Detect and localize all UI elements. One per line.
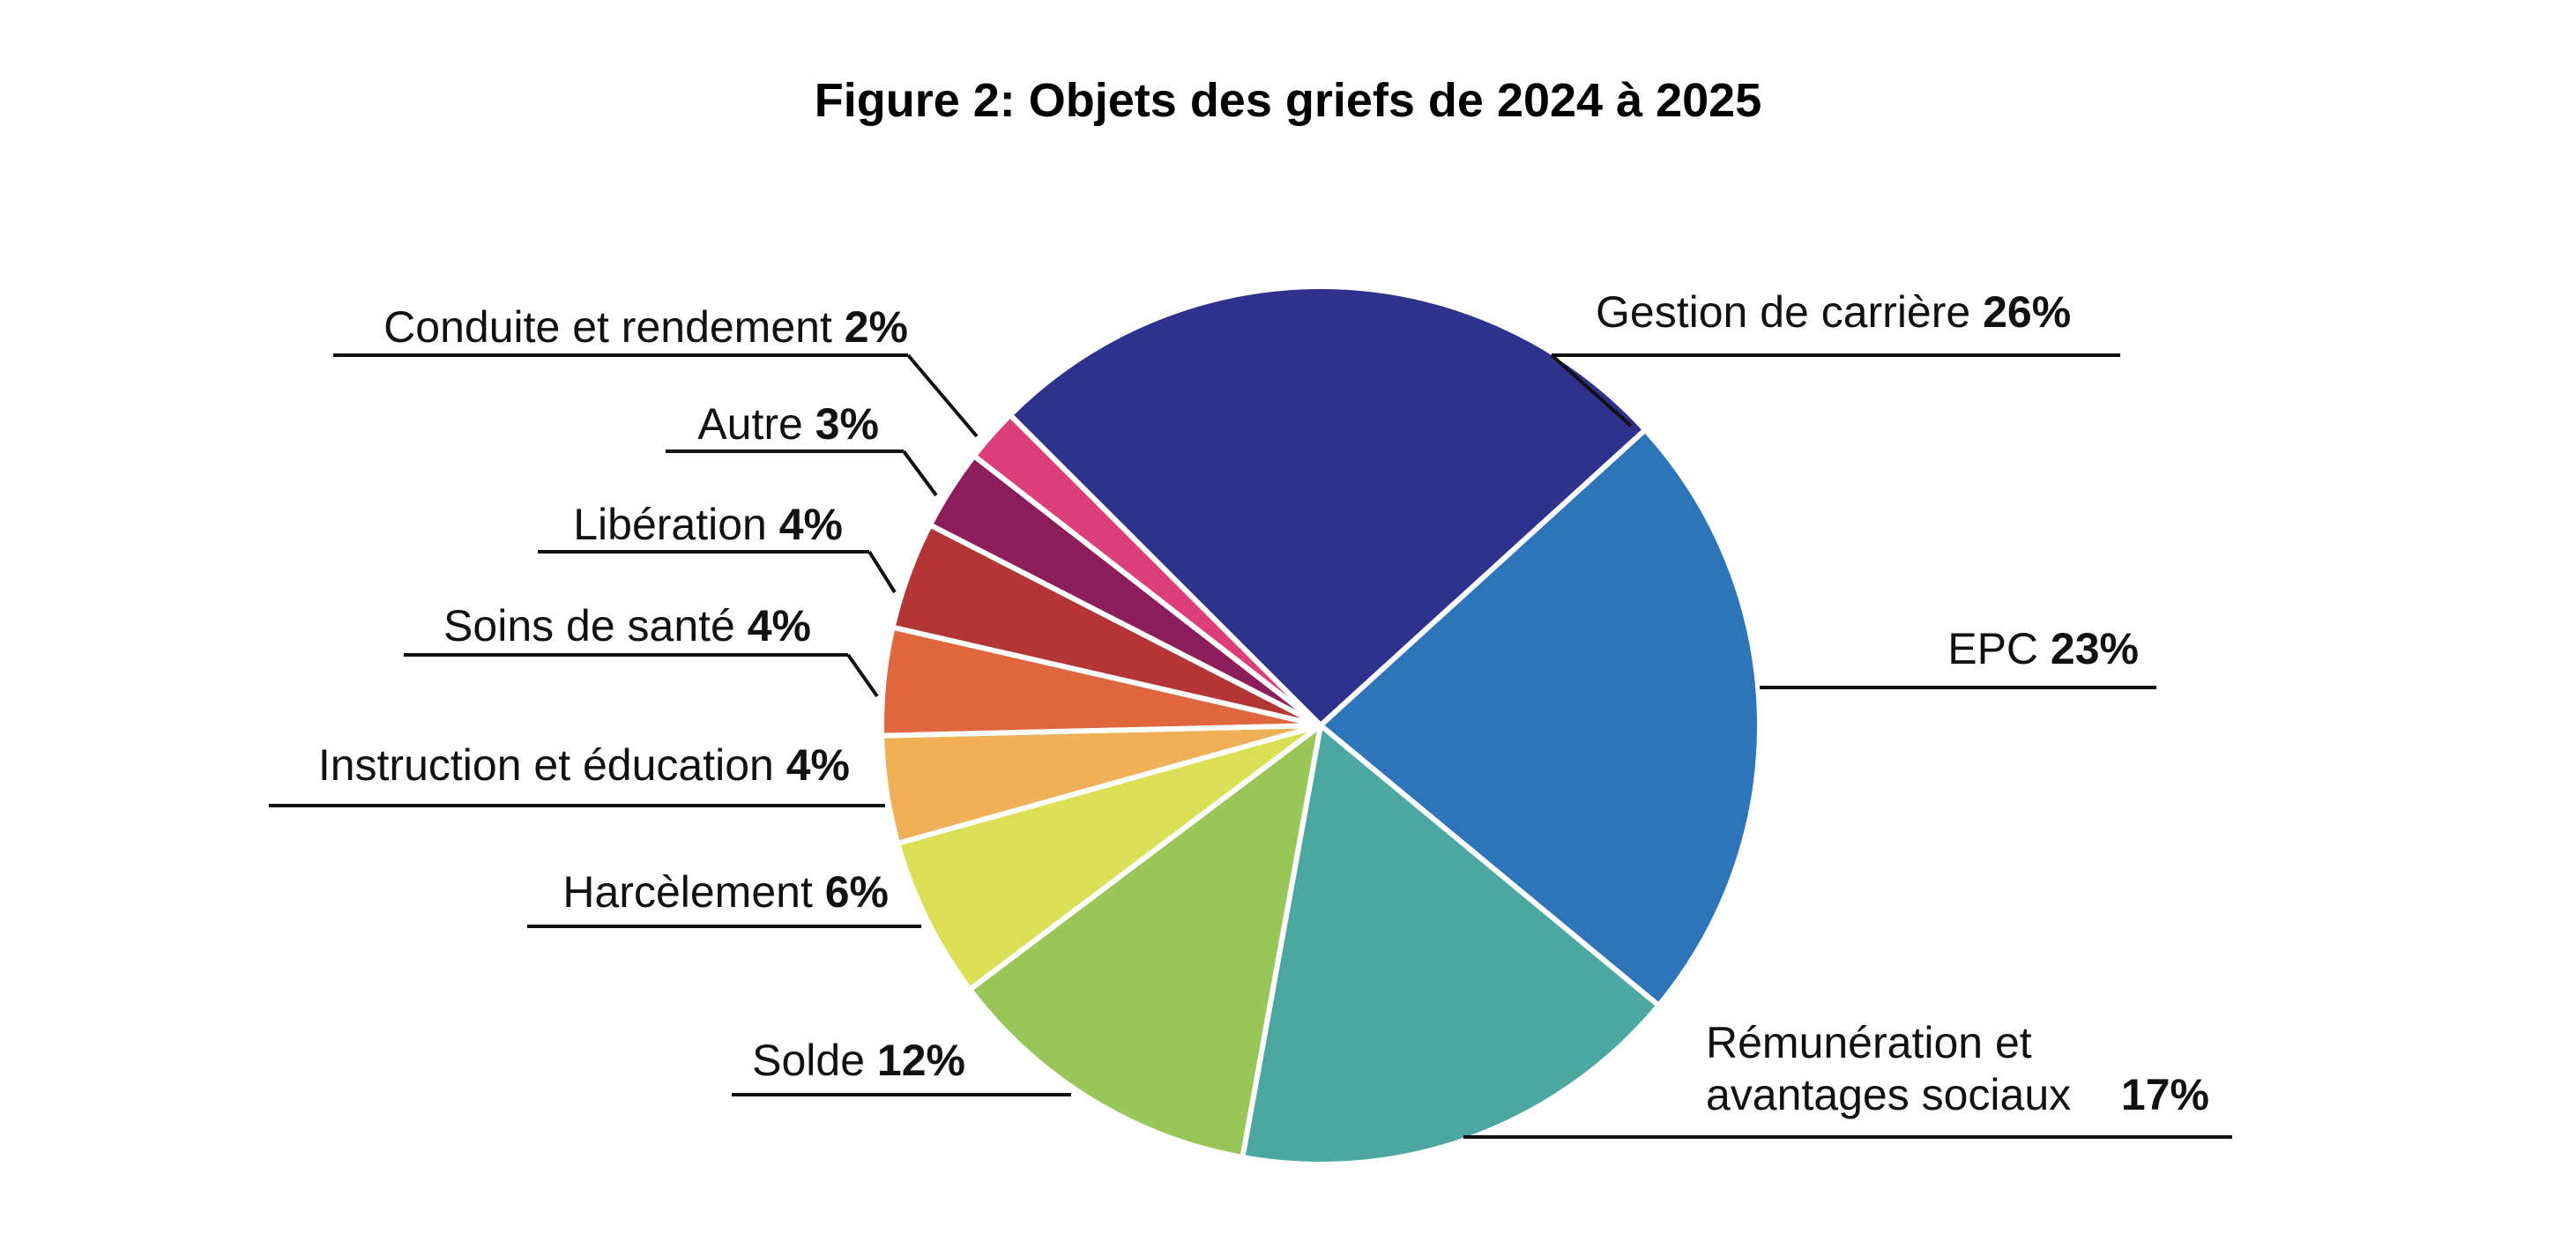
leader-line (846, 653, 879, 698)
pie-slice-solde (967, 723, 1323, 1161)
pie-slice-harcelement (895, 723, 1323, 992)
leader-lines (269, 353, 2232, 1139)
slice-labels: Gestion de carrière 26% EPC 23% Rémunérati… (318, 287, 2209, 1119)
slice-label: Soins de santé 4% (443, 601, 811, 650)
slice-value-label: 23% (2051, 624, 2139, 673)
slice-value-label: 3% (815, 399, 879, 449)
slice-value-label: 12% (877, 1036, 965, 1085)
pie-slice-gestion-de-carriere (1007, 284, 1649, 728)
slice-category-label: Harcèlement (562, 867, 824, 917)
slice-label: Gestion de carrière 26% (1596, 287, 2071, 337)
slice-label: Rémunération et (1706, 1018, 2032, 1067)
slice-value-label: 26% (1983, 287, 2071, 337)
slice-category-label: Instruction et éducation (318, 740, 786, 790)
slice-label: Libération 4% (573, 500, 843, 549)
chart-title: Figure 2: Objets des griefs de 2024 à 20… (815, 74, 1762, 127)
slice-category-label: Libération (573, 500, 779, 549)
pie-slice-conduite-et-rendement (971, 412, 1323, 728)
slice-label: Autre 3% (697, 399, 879, 449)
slice-value-label: 4% (748, 601, 811, 650)
pie-slice-epc (1318, 427, 1762, 1008)
slice-value-label: 17% (2121, 1070, 2209, 1119)
slice-label: Solde 12% (752, 1036, 965, 1085)
leader-line (867, 550, 897, 594)
slice-value-label: 6% (825, 867, 889, 917)
leader-line (906, 353, 979, 438)
slice-category-label: Autre (697, 399, 815, 449)
slice-category-label: Conduite et rendement (383, 302, 845, 352)
slice-category-label: Gestion de carrière (1596, 287, 1983, 337)
slice-category-label: EPC (1947, 624, 2051, 673)
slice-label: Harcèlement 6% (562, 867, 889, 917)
leader-line (1550, 353, 1633, 427)
slice-value-label: 2% (845, 302, 908, 352)
leader-line (902, 450, 938, 497)
slice-label: avantages sociaux (1706, 1070, 2071, 1119)
slice-label: EPC 23% (1947, 624, 2139, 673)
slice-category-label: Soins de santé (443, 601, 748, 650)
slice-label: Conduite et rendement 2% (383, 302, 908, 352)
slice-label: Instruction et éducation 4% (318, 740, 850, 790)
pie-slices (879, 284, 1762, 1168)
slice-category-label: Solde (752, 1036, 877, 1085)
slice-value-label: 4% (786, 740, 850, 790)
slice-value-label: 4% (779, 500, 843, 549)
